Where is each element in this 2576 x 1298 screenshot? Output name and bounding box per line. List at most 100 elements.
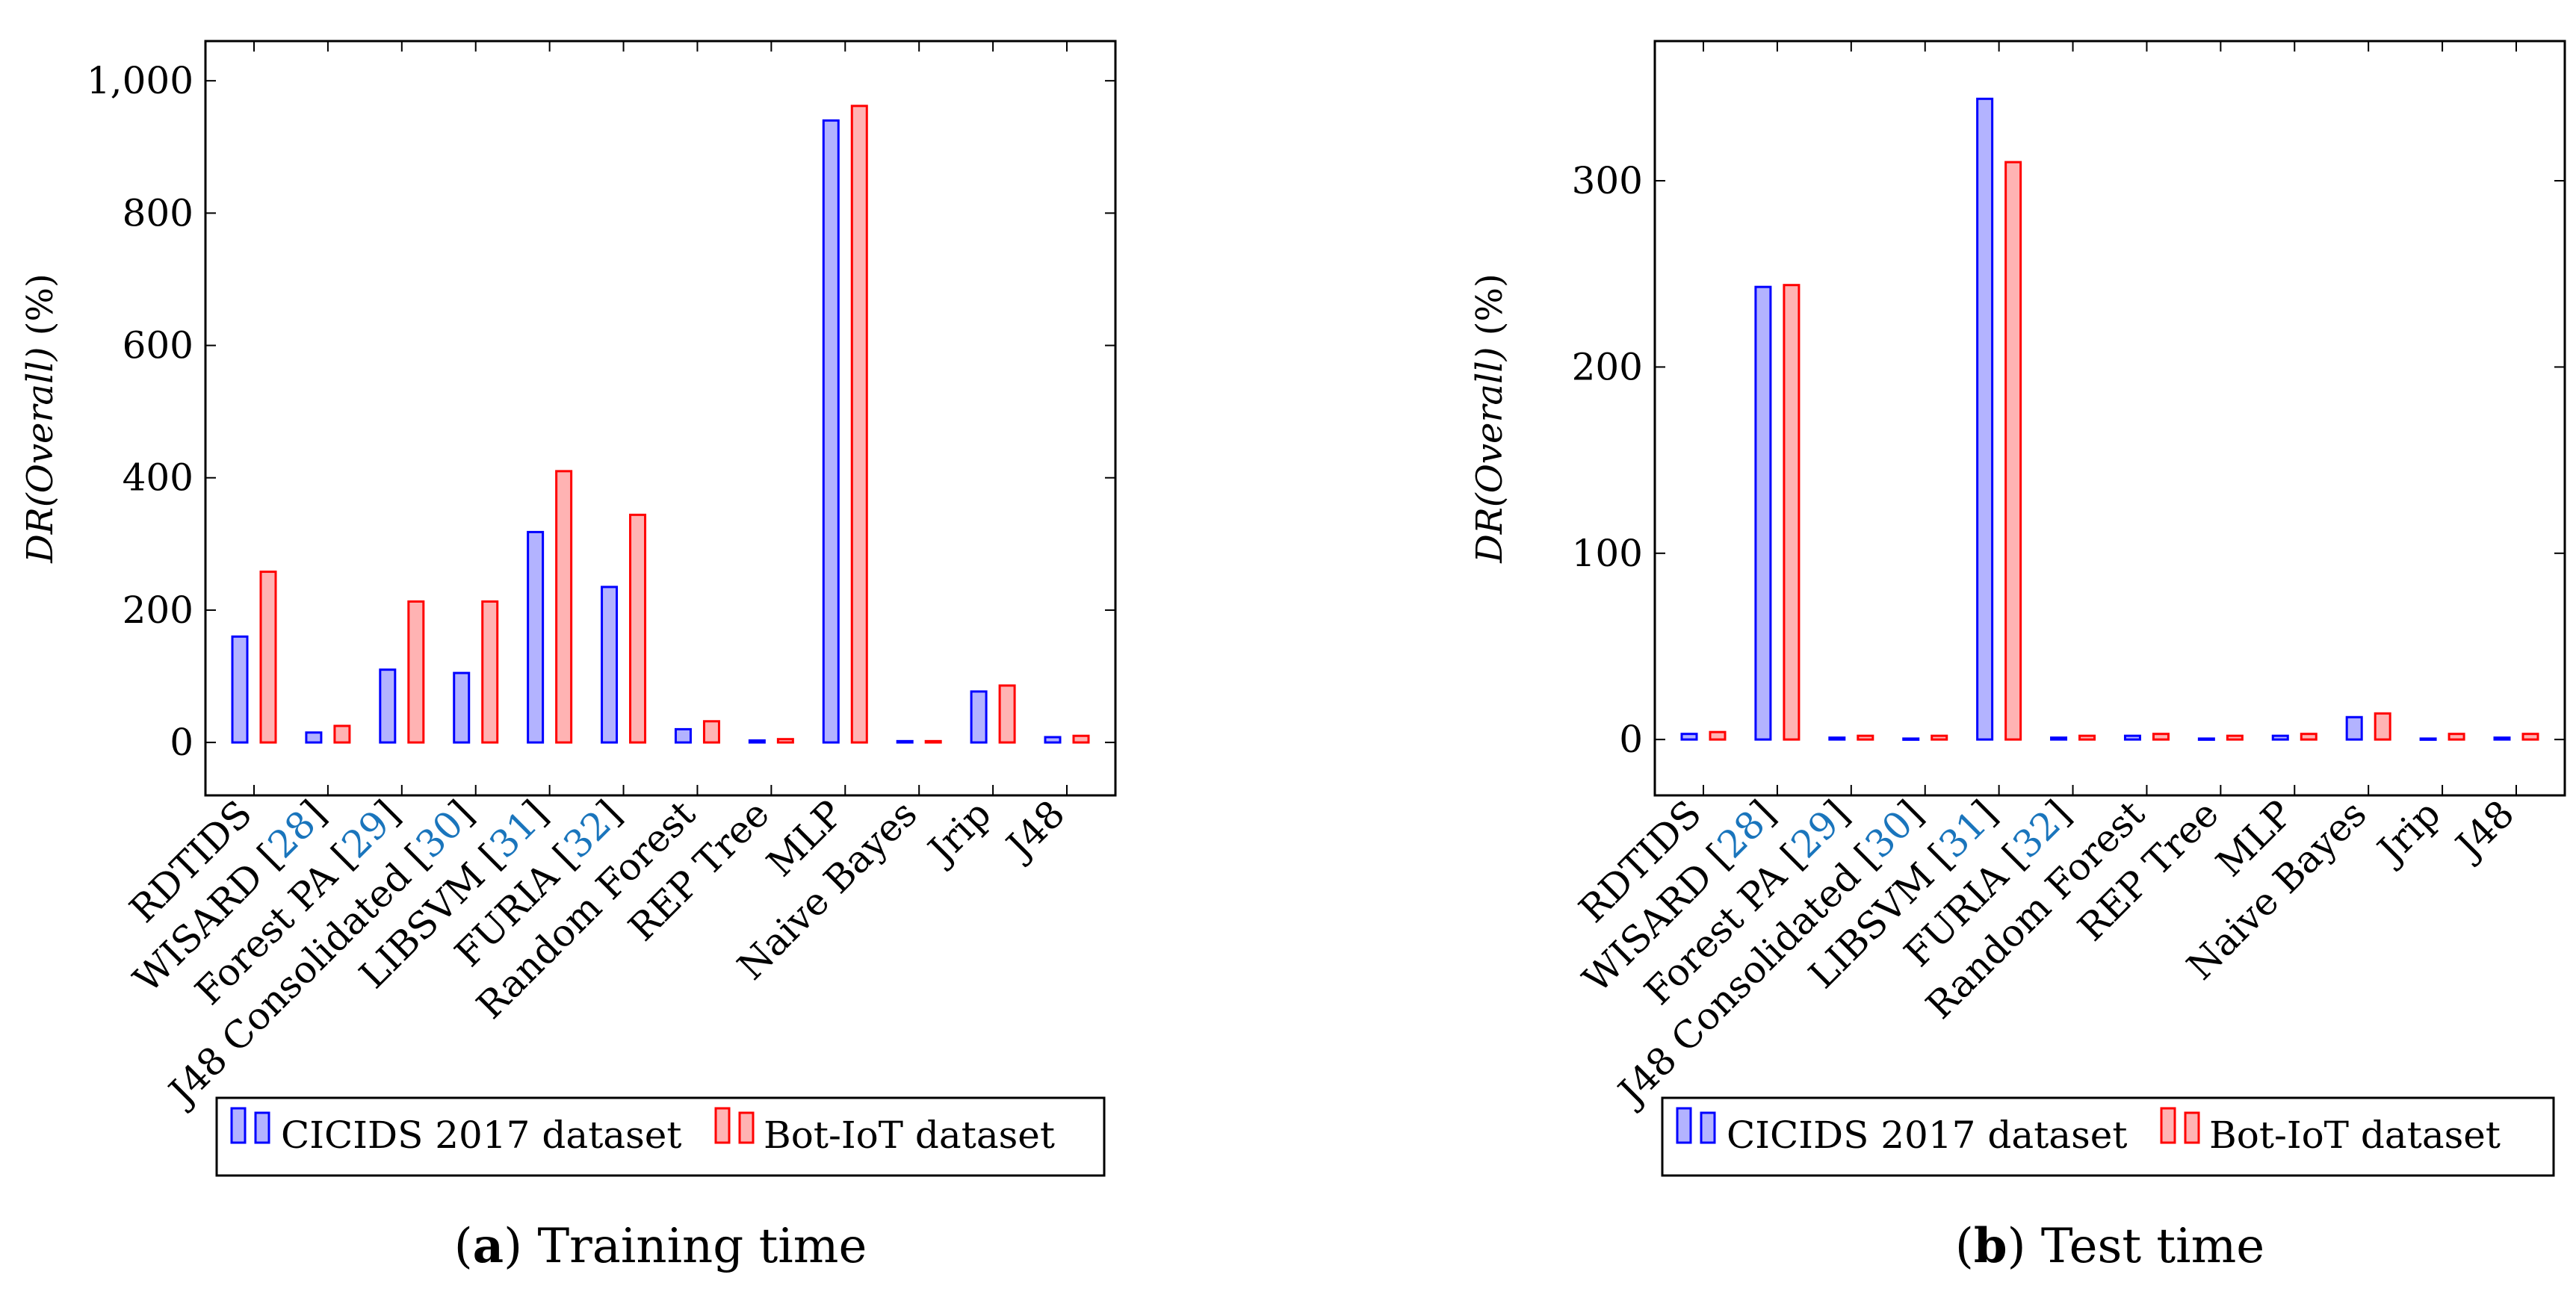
y-tick-label: 100: [1572, 532, 1643, 575]
legend-frame: [1661, 1096, 2555, 1177]
legend-swatch-botiot-b: [738, 1111, 755, 1144]
legend-entry-botiot: Bot-IoT dataset: [714, 1107, 1055, 1157]
bar-botiot-furia: [2078, 734, 2096, 741]
bar-botiot-wisard: [333, 724, 351, 744]
legend-label-botiot: Bot-IoT dataset: [2209, 1114, 2501, 1157]
y-tick-label: 200: [123, 589, 193, 632]
y-axis-title-main: DR(Overall): [1469, 347, 1511, 564]
bar-cicids-wisard: [1754, 285, 1772, 741]
legend-swatch-cicids-a: [230, 1107, 247, 1144]
y-axis: 0 200 400 600 800 1,000: [87, 59, 1115, 764]
bar-botiot-mlp: [2300, 733, 2318, 741]
y-tick-label: 0: [1619, 718, 1643, 761]
y-tick-label: 600: [123, 324, 193, 367]
bar-botiot-j48: [2521, 733, 2539, 741]
bar-botiot-rep-tree: [776, 738, 794, 744]
y-axis-title-unit: (%): [19, 273, 61, 335]
caption-letter: a: [473, 1218, 504, 1274]
y-tick-label: 1,000: [87, 59, 193, 102]
legend-label-cicids: CICIDS 2017 dataset: [281, 1114, 681, 1157]
x-label-jrip: Jrip: [917, 792, 1000, 874]
bar-botiot-random-forest: [702, 720, 720, 744]
legend-swatch-cicids-b: [254, 1111, 270, 1144]
legend-label-cicids: CICIDS 2017 dataset: [1727, 1114, 2127, 1157]
plot-frame: [1653, 40, 2566, 797]
bar-botiot-mlp: [850, 105, 868, 744]
x-label-j48: J48: [2445, 792, 2523, 869]
bar-botiot-naive-bayes: [924, 739, 942, 744]
bar-botiot-forest-pa: [407, 600, 425, 744]
legend-swatch-botiot-a: [714, 1107, 731, 1144]
caption: (b) Test time: [1955, 1218, 2264, 1274]
bar-botiot-wisard: [1783, 284, 1801, 741]
bar-cicids-mlp: [822, 119, 840, 744]
bar-botiot-rdtids: [259, 571, 277, 744]
legend: CICIDS 2017 dataset Bot-IoT dataset: [215, 1096, 1106, 1177]
bar-cicids-naive-bayes: [896, 739, 914, 744]
x-label-jrip: Jrip: [2367, 792, 2449, 874]
legend: CICIDS 2017 dataset Bot-IoT dataset: [1661, 1096, 2555, 1177]
bar-botiot-random-forest: [2152, 733, 2170, 741]
caption-letter: b: [1974, 1218, 2007, 1274]
y-axis-title: DR(Overall) (%): [1469, 273, 1511, 564]
bar-botiot-jrip: [998, 684, 1016, 744]
bar-cicids-random-forest: [674, 727, 692, 744]
x-label-j48: J48: [996, 792, 1074, 869]
bar-cicids-j48: [2493, 736, 2511, 741]
bar-cicids-rdtids: [1680, 733, 1698, 741]
legend-swatch-botiot-b: [2184, 1111, 2200, 1144]
bar-cicids-libsvm: [1976, 97, 1994, 741]
bar-cicids-wisard: [305, 731, 323, 744]
bar-cicids-mlp: [2271, 734, 2289, 741]
bar-cicids-rep-tree: [748, 739, 766, 744]
y-axis-title-main: DR(Overall): [19, 347, 61, 564]
bar-botiot-naive-bayes: [2374, 712, 2391, 741]
plot-frame: [204, 40, 1117, 797]
y-tick-label: 400: [123, 456, 193, 500]
legend-swatch-cicids-b: [1700, 1111, 1716, 1144]
bar-botiot-j48-consolidated: [1931, 734, 1948, 741]
bars: [231, 105, 1090, 744]
caption-text: Training time: [537, 1219, 867, 1274]
y-axis-title: DR(Overall) (%): [19, 273, 61, 564]
bar-cicids-j48-consolidated: [1902, 737, 1920, 741]
bar-botiot-libsvm: [2004, 161, 2022, 741]
bar-botiot-libsvm: [555, 470, 573, 744]
bars: [1680, 97, 2539, 741]
bar-cicids-j48: [1044, 736, 1062, 744]
bar-cicids-furia: [601, 586, 619, 744]
bar-cicids-forest-pa: [1828, 736, 1846, 741]
y-tick-label: 800: [123, 191, 193, 235]
bar-cicids-forest-pa: [379, 668, 397, 744]
bar-cicids-jrip: [970, 690, 988, 744]
bar-botiot-furia: [629, 513, 647, 744]
legend-entry-cicids: CICIDS 2017 dataset: [230, 1107, 681, 1157]
bar-botiot-forest-pa: [1857, 734, 1874, 741]
legend-swatch-botiot-a: [2160, 1107, 2176, 1144]
y-tick-label: 0: [170, 721, 193, 764]
caption-text: Test time: [2041, 1219, 2264, 1274]
legend-frame: [215, 1096, 1106, 1177]
bar-cicids-random-forest: [2123, 734, 2141, 741]
legend-label-botiot: Bot-IoT dataset: [764, 1114, 1055, 1157]
bar-botiot-j48-consolidated: [481, 600, 499, 744]
bar-cicids-naive-bayes: [2345, 715, 2363, 741]
y-axis: 0 100 200 300: [1572, 159, 2565, 761]
legend-entry-cicids: CICIDS 2017 dataset: [1676, 1107, 2127, 1157]
y-tick-label: 200: [1572, 345, 1643, 388]
y-tick-label: 300: [1572, 159, 1643, 202]
bar-cicids-libsvm: [527, 530, 545, 744]
legend-swatch-cicids-a: [1676, 1107, 1692, 1144]
bar-cicids-jrip: [2419, 737, 2437, 741]
legend-entry-botiot: Bot-IoT dataset: [2160, 1107, 2501, 1157]
bar-botiot-rdtids: [1709, 730, 1727, 741]
bar-botiot-rep-tree: [2226, 734, 2244, 741]
bar-cicids-rdtids: [231, 635, 249, 744]
bar-cicids-rep-tree: [2197, 737, 2215, 741]
caption: (a) Training time: [454, 1218, 867, 1274]
bar-botiot-j48: [1072, 734, 1090, 744]
bar-botiot-jrip: [2447, 733, 2465, 741]
